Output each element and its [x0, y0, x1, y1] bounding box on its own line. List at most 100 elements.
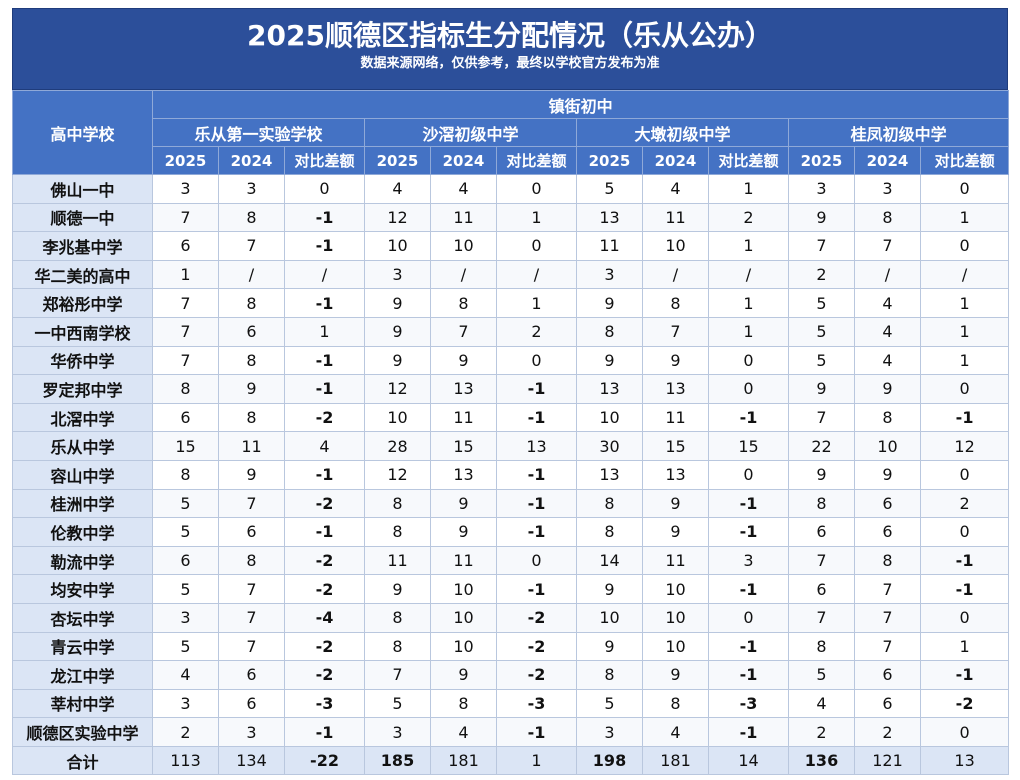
quota-cell: 10 — [430, 602, 497, 633]
quota-cell: 9 — [218, 459, 285, 490]
diff-cell: 1 — [708, 288, 789, 318]
quota-cell: 6 — [218, 517, 285, 547]
diff-cell: -1 — [708, 517, 789, 547]
quota-cell: 8 — [364, 631, 431, 662]
quota-cell: 3 — [218, 717, 285, 747]
table-body: 佛山一中 3 3 0 4 4 0 5 4 1 3 3 0 顺德一中 7 8 -1 12 11 1 13 11 2 9 8 1 李兆基… — [12, 174, 1010, 776]
diff-cell: / — [919, 259, 1010, 290]
diff-cell: -1 — [496, 517, 577, 547]
diff-cell: -1 — [284, 202, 365, 233]
table-row: 容山中学 8 9 -1 12 13 -1 13 13 0 9 9 0 — [12, 459, 1010, 490]
quota-cell: 3 — [576, 717, 643, 747]
quota-cell: 136 — [788, 745, 855, 776]
high-school-name: 一中西南学校 — [12, 316, 153, 347]
diff-cell: -1 — [284, 517, 365, 547]
quota-cell: 8 — [152, 459, 219, 490]
diff-cell: 0 — [284, 174, 365, 204]
diff-cell: -1 — [496, 717, 577, 747]
quota-cell: 6 — [218, 316, 285, 347]
high-school-name: 华侨中学 — [12, 345, 153, 376]
quota-cell: 10 — [364, 402, 431, 433]
quota-cell: 5 — [788, 345, 855, 376]
quota-cell: 8 — [364, 488, 431, 519]
diff-cell: -1 — [284, 288, 365, 318]
quota-cell: 10 — [642, 574, 709, 604]
quota-cell: 9 — [642, 517, 709, 547]
quota-cell: 10 — [430, 574, 497, 604]
middle-school-header: 桂凤初级中学 — [787, 118, 1010, 147]
diff-cell: -1 — [919, 545, 1010, 576]
quota-cell: 9 — [364, 574, 431, 604]
quota-cell: 11 — [218, 431, 285, 461]
diff-cell: -2 — [496, 660, 577, 690]
year-column-header: 2024 — [430, 146, 497, 175]
quota-cell: 3 — [152, 174, 219, 204]
allocation-table: 高中学校 镇街初中 乐从第一实验学校 沙滘初级中学 大墩初级中学 桂凤初级中学 202… — [12, 90, 1010, 776]
diff-cell: -2 — [496, 602, 577, 633]
quota-cell: 6 — [152, 231, 219, 261]
quota-cell: 11 — [430, 202, 497, 233]
high-school-name: 顺德区实验中学 — [12, 717, 153, 747]
middle-school-header: 乐从第一实验学校 — [152, 118, 365, 147]
high-school-name: 杏坛中学 — [12, 602, 153, 633]
quota-cell: 7 — [218, 488, 285, 519]
quota-cell: 11 — [576, 231, 643, 261]
quota-cell: 9 — [364, 288, 431, 318]
diff-cell: 1 — [496, 745, 577, 776]
quota-cell: 6 — [152, 545, 219, 576]
diff-cell: -2 — [496, 631, 577, 662]
diff-cell: 1 — [919, 288, 1010, 318]
quota-cell: 9 — [430, 488, 497, 519]
quota-cell: 7 — [788, 402, 855, 433]
quota-cell: 5 — [152, 631, 219, 662]
quota-cell: 7 — [788, 231, 855, 261]
high-school-name: 青云中学 — [12, 631, 153, 662]
quota-cell: 9 — [430, 345, 497, 376]
table-row: 青云中学 5 7 -2 8 10 -2 9 10 -1 8 7 1 — [12, 631, 1010, 662]
diff-cell: / — [496, 259, 577, 290]
quota-cell: 8 — [788, 631, 855, 662]
diff-cell: / — [708, 259, 789, 290]
quota-cell: 10 — [642, 631, 709, 662]
diff-cell: 2 — [496, 316, 577, 347]
quota-cell: 13 — [576, 374, 643, 404]
quota-cell: 7 — [854, 574, 921, 604]
diff-cell: 1 — [708, 231, 789, 261]
table-row: 莘村中学 3 6 -3 5 8 -3 5 8 -3 4 6 -2 — [12, 688, 1010, 719]
diff-cell: -2 — [284, 631, 365, 662]
high-school-name: 伦教中学 — [12, 517, 153, 547]
diff-cell: -2 — [284, 545, 365, 576]
quota-cell: 9 — [576, 574, 643, 604]
quota-cell: 181 — [642, 745, 709, 776]
quota-cell: 11 — [642, 545, 709, 576]
diff-cell: -1 — [496, 488, 577, 519]
quota-cell: 3 — [854, 174, 921, 204]
diff-cell: 0 — [708, 602, 789, 633]
quota-cell: 7 — [218, 602, 285, 633]
diff-cell: -3 — [284, 688, 365, 719]
quota-cell: 8 — [218, 545, 285, 576]
quota-cell: 8 — [218, 402, 285, 433]
quota-cell: 121 — [854, 745, 921, 776]
quota-cell: 8 — [430, 288, 497, 318]
school-column-header: 高中学校 — [12, 90, 153, 175]
quota-cell: 8 — [218, 345, 285, 376]
diff-cell: 1 — [919, 345, 1010, 376]
diff-cell: -1 — [919, 660, 1010, 690]
diff-cell: 2 — [919, 488, 1010, 519]
quota-cell: 6 — [218, 688, 285, 719]
quota-cell: 1 — [152, 259, 219, 290]
quota-cell: 7 — [152, 288, 219, 318]
diff-cell: 0 — [919, 174, 1010, 204]
diff-cell: 1 — [919, 316, 1010, 347]
quota-cell: 5 — [152, 574, 219, 604]
diff-cell: -1 — [496, 459, 577, 490]
title-band: 2025顺德区指标生分配情况（乐从公办） 数据来源网络，仅供参考，最终以学校官方… — [12, 8, 1008, 90]
quota-cell: 9 — [364, 345, 431, 376]
quota-cell: 12 — [364, 374, 431, 404]
table-row: 龙江中学 4 6 -2 7 9 -2 8 9 -1 5 6 -1 — [12, 660, 1010, 690]
quota-cell: / — [218, 259, 285, 290]
quota-cell: 5 — [788, 660, 855, 690]
group-header: 镇街初中 — [151, 90, 1010, 119]
quota-cell: 7 — [218, 574, 285, 604]
